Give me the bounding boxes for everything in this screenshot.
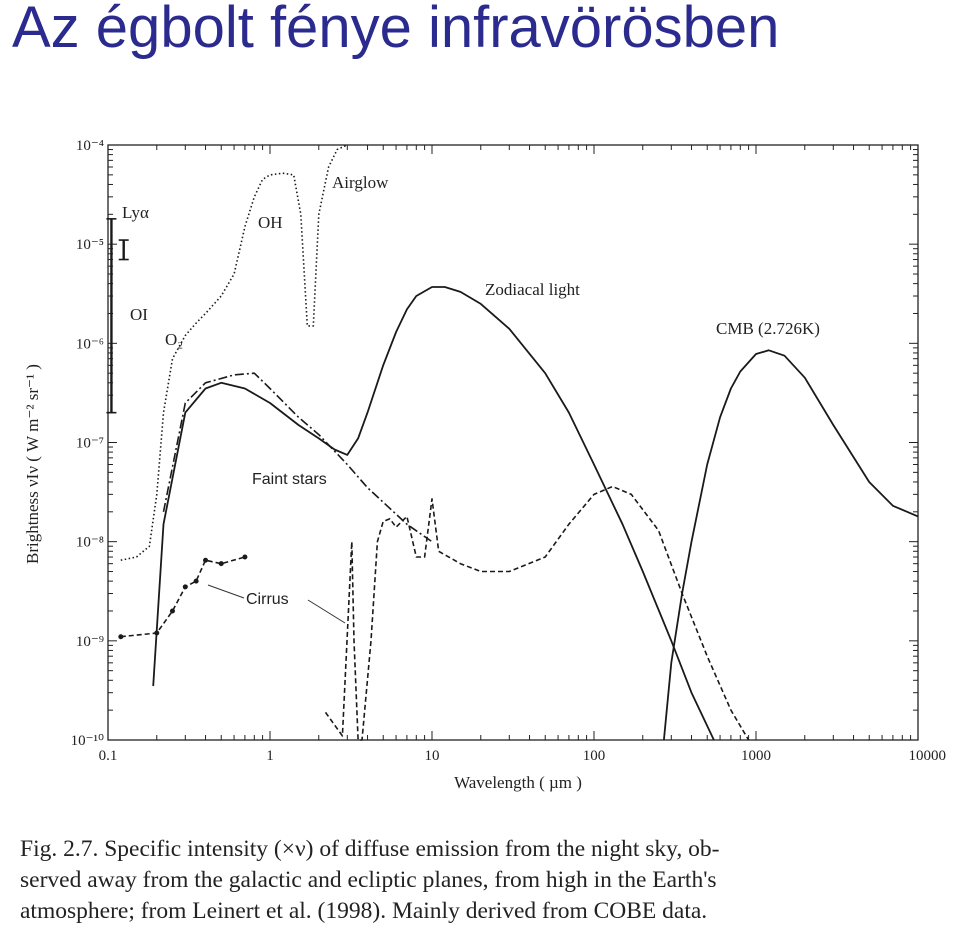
cirrus-point xyxy=(218,561,224,567)
cirrus-point xyxy=(169,608,175,614)
cirrus-point xyxy=(182,584,188,590)
caption-line-1: Fig. 2.7. Specific intensity (×ν) of dif… xyxy=(20,836,720,862)
figure-caption: Fig. 2.7. Specific intensity (×ν) of dif… xyxy=(20,834,955,927)
annotation-cirrus: Cirrus xyxy=(246,591,289,608)
y-tick-label: 10⁻⁴ xyxy=(76,138,104,154)
cirrus-point xyxy=(118,634,124,640)
annotation-cmb: CMB (2.726K) xyxy=(716,319,820,338)
x-tick-label: 10000 xyxy=(909,748,947,764)
axis-ticks: 0.1 1 10 100 1000 10000 10⁻¹⁰ 10⁻⁹ 10⁻⁸ 10⁻⁷ 10⁻⁶ 1… xyxy=(71,138,946,764)
annotation-lya: Lyα xyxy=(122,203,149,222)
annotation-zodiacal: Zodiacal light xyxy=(485,280,580,299)
y-tick-label: 10⁻¹⁰ xyxy=(71,733,104,749)
cirrus-point xyxy=(154,630,160,636)
brightness-chart: 0.1 1 10 100 1000 10000 10⁻¹⁰ 10⁻⁹ 10⁻⁸ 10⁻⁷ 10⁻⁶ 1… xyxy=(23,138,946,792)
series-faint-stars-line xyxy=(162,372,433,543)
caption-line-3: atmosphere; from Leinert et al. (1998). … xyxy=(20,898,708,924)
annotation-faint-stars: Faint stars xyxy=(252,471,327,488)
series-airglow-line xyxy=(120,144,348,561)
y-axis-label: Brightness νIν ( W m⁻² sr⁻¹ ) xyxy=(23,364,42,564)
y-tick-label: 10⁻⁶ xyxy=(76,336,104,352)
annotation-airglow: Airglow xyxy=(332,173,389,192)
plot-frame xyxy=(107,144,919,741)
x-tick-label: 100 xyxy=(583,748,606,764)
x-tick-label: 0.1 xyxy=(99,748,118,764)
cirrus-leader-line-2 xyxy=(307,599,346,624)
plot-border xyxy=(107,144,919,741)
y-tick-label: 10⁻⁷ xyxy=(76,436,104,452)
x-tick-label: 10 xyxy=(425,748,440,764)
series-cmb-line xyxy=(663,349,919,741)
annotations-layer: Lyα OI O₂ OH Airglow Zodiacal light CMB … xyxy=(23,173,820,792)
cirrus-point xyxy=(242,554,248,560)
series-cirrus-extension-line xyxy=(324,485,750,741)
series-layer xyxy=(106,144,919,741)
series-zodiacal-line xyxy=(152,286,715,741)
series-cirrus-line xyxy=(120,556,246,638)
cirrus-point xyxy=(203,557,209,563)
x-axis-label: Wavelength ( µm ) xyxy=(454,773,582,792)
slide-title: Az égbolt fénye infravörösben xyxy=(12,0,780,60)
y-tick-label: 10⁻⁹ xyxy=(76,634,104,650)
cirrus-leader-line xyxy=(207,584,245,599)
annotation-oi: OI xyxy=(130,305,148,324)
caption-line-2: served away from the galactic and eclipt… xyxy=(20,867,717,893)
y-tick-label: 10⁻⁸ xyxy=(76,535,104,551)
cirrus-point xyxy=(193,578,199,584)
y-tick-label: 10⁻⁵ xyxy=(76,237,104,253)
x-tick-label: 1 xyxy=(266,748,274,764)
annotation-oh: OH xyxy=(258,213,283,232)
annotation-o2: O₂ xyxy=(165,330,183,349)
x-tick-label: 1000 xyxy=(741,748,771,764)
